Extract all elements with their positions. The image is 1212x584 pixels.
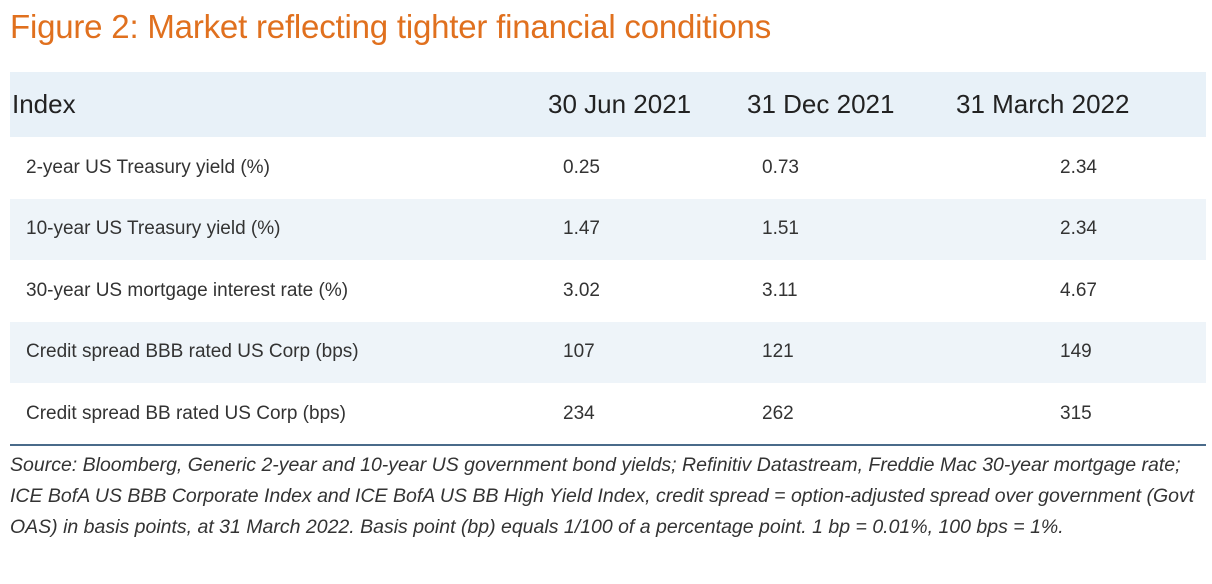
table-row: Credit spread BB rated US Corp (bps) 234… bbox=[10, 383, 1206, 445]
column-header: 31 March 2022 bbox=[956, 89, 1130, 119]
table-cell: 0.73 bbox=[762, 156, 799, 178]
table-cell: 1.47 bbox=[563, 218, 600, 240]
table-cell: 107 bbox=[563, 341, 595, 363]
row-label: 2-year US Treasury yield (%) bbox=[26, 156, 270, 178]
table-bottom-rule bbox=[10, 444, 1206, 446]
table-cell: 149 bbox=[1060, 341, 1092, 363]
table-header-row: Index 30 Jun 2021 31 Dec 2021 31 March 2… bbox=[10, 72, 1206, 137]
column-header: 31 Dec 2021 bbox=[747, 89, 895, 119]
figure-title: Figure 2: Market reflecting tighter fina… bbox=[10, 8, 772, 45]
row-label: Credit spread BBB rated US Corp (bps) bbox=[26, 341, 359, 363]
table-row: 30-year US mortgage interest rate (%) 3.… bbox=[10, 260, 1206, 322]
data-table: Index 30 Jun 2021 31 Dec 2021 31 March 2… bbox=[10, 72, 1206, 445]
table-row: 2-year US Treasury yield (%) 0.25 0.73 2… bbox=[10, 137, 1206, 199]
table-cell: 262 bbox=[762, 402, 794, 424]
table-cell: 121 bbox=[762, 341, 794, 363]
row-label: Credit spread BB rated US Corp (bps) bbox=[26, 402, 346, 424]
column-header: Index bbox=[12, 89, 76, 119]
table-row: Credit spread BBB rated US Corp (bps) 10… bbox=[10, 321, 1206, 383]
table-cell: 2.34 bbox=[1060, 218, 1097, 240]
row-label: 30-year US mortgage interest rate (%) bbox=[26, 279, 349, 301]
row-label: 10-year US Treasury yield (%) bbox=[26, 218, 281, 240]
column-header: 30 Jun 2021 bbox=[548, 89, 692, 119]
table-cell: 1.51 bbox=[762, 218, 799, 240]
table-row: 10-year US Treasury yield (%) 1.47 1.51 … bbox=[10, 198, 1206, 260]
table-cell: 4.67 bbox=[1060, 279, 1097, 301]
table-cell: 0.25 bbox=[563, 156, 600, 178]
table-cell: 3.02 bbox=[563, 279, 600, 301]
source-note: Source: Bloomberg, Generic 2-year and 10… bbox=[10, 454, 1195, 538]
table-cell: 234 bbox=[563, 402, 595, 424]
table-cell: 2.34 bbox=[1060, 156, 1097, 178]
table-cell: 315 bbox=[1060, 402, 1092, 424]
table-cell: 3.11 bbox=[762, 279, 798, 301]
